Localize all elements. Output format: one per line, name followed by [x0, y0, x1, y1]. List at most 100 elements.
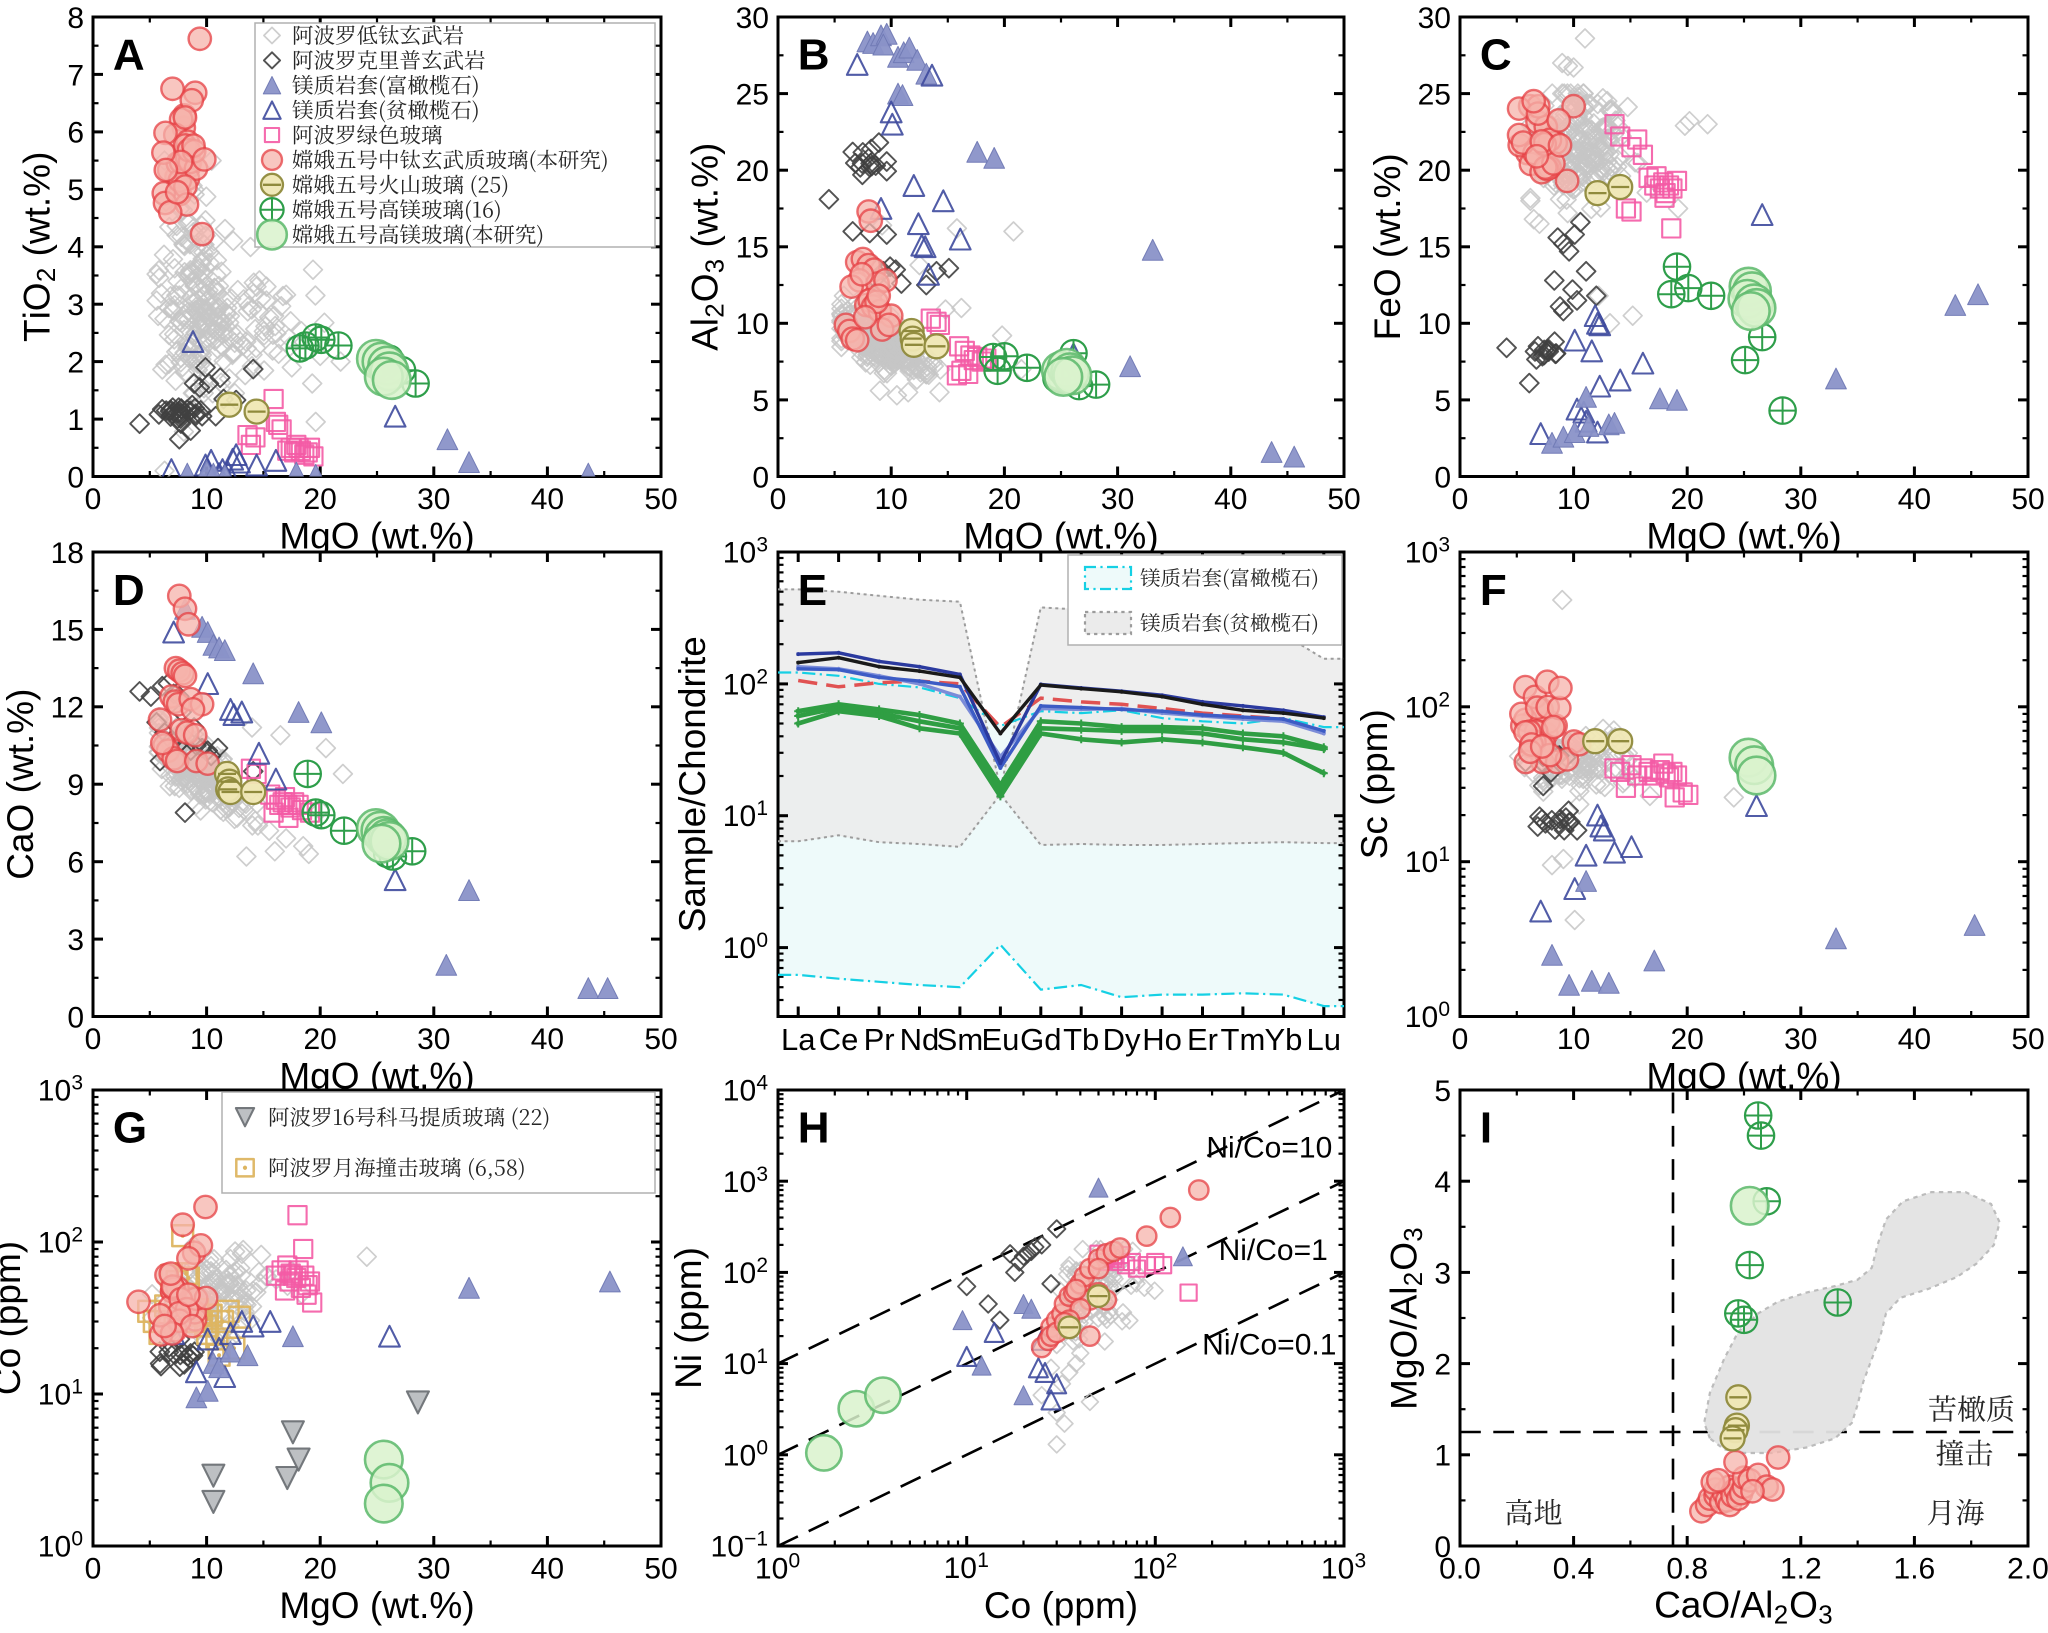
svg-text:MgO (wt.%): MgO (wt.%) — [279, 1585, 474, 1626]
svg-text:C a O / A l O 2 3: C a O / A l O 2 3 — [1654, 1585, 1833, 1628]
svg-text:1 0 1: 1 0 1 — [723, 1345, 768, 1381]
svg-text:1 0 0: 1 0 0 — [723, 1436, 768, 1472]
svg-text:18: 18 — [51, 537, 84, 570]
svg-text:4: 4 — [1434, 1166, 1451, 1199]
svg-text:0: 0 — [67, 1001, 84, 1034]
svg-text:20: 20 — [304, 1553, 337, 1586]
svg-text:10: 10 — [1557, 1023, 1590, 1056]
svg-text:Lu: Lu — [1307, 1022, 1341, 1057]
svg-text:2.0: 2.0 — [2007, 1553, 2048, 1586]
svg-text:30: 30 — [417, 1023, 450, 1056]
svg-text:20: 20 — [304, 483, 337, 516]
svg-text:20: 20 — [1418, 155, 1451, 188]
svg-text:MgO (wt.%): MgO (wt.%) — [1646, 515, 1841, 556]
svg-text:Eu: Eu — [981, 1022, 1019, 1057]
svg-text:5: 5 — [1434, 1075, 1451, 1108]
svg-text:C: C — [1480, 31, 1512, 80]
svg-text:6: 6 — [67, 117, 84, 150]
svg-text:40: 40 — [1898, 483, 1931, 516]
svg-text:Ni/Co=10: Ni/Co=10 — [1206, 1132, 1332, 1165]
svg-text:F: F — [1480, 566, 1507, 615]
svg-text:40: 40 — [1898, 1023, 1931, 1056]
svg-text:1 0 0: 1 0 0 — [38, 1528, 83, 1564]
svg-text:0: 0 — [770, 483, 787, 516]
svg-text:1 0 3: 1 0 3 — [1405, 534, 1450, 570]
svg-text:Ho: Ho — [1142, 1022, 1182, 1057]
svg-text:1 0 2: 1 0 2 — [723, 665, 768, 701]
svg-text:Pr: Pr — [864, 1022, 895, 1057]
svg-text:Co (ppm): Co (ppm) — [0, 1241, 28, 1395]
svg-text:D: D — [113, 566, 145, 615]
svg-text:5: 5 — [752, 385, 769, 418]
svg-text:30: 30 — [736, 2, 769, 35]
svg-text:1 0 1: 1 0 1 — [38, 1375, 83, 1411]
svg-text:20: 20 — [1671, 483, 1704, 516]
svg-text:1 0 4: 1 0 4 — [723, 1071, 769, 1107]
svg-text:30: 30 — [1784, 483, 1817, 516]
svg-text:0.8: 0.8 — [1666, 1553, 1708, 1586]
svg-text:1 0 0: 1 0 0 — [723, 929, 768, 965]
svg-text:Tb: Tb — [1063, 1022, 1099, 1057]
svg-text:0: 0 — [752, 461, 769, 494]
svg-text:1 0 1: 1 0 1 — [1405, 843, 1450, 879]
svg-text:E: E — [798, 566, 827, 615]
svg-text:0: 0 — [85, 1023, 102, 1056]
svg-text:1 0 2: 1 0 2 — [1405, 688, 1450, 724]
svg-text:1.2: 1.2 — [1780, 1553, 1822, 1586]
svg-text:Nd: Nd — [900, 1022, 940, 1057]
svg-text:50: 50 — [644, 1023, 677, 1056]
svg-text:50: 50 — [1327, 483, 1360, 516]
svg-text:Yb: Yb — [1264, 1022, 1302, 1057]
svg-text:20: 20 — [304, 1023, 337, 1056]
svg-text:30: 30 — [1784, 1023, 1817, 1056]
svg-text:0.4: 0.4 — [1553, 1553, 1595, 1586]
svg-text:1 0 0: 1 0 0 — [755, 1549, 800, 1585]
svg-text:Ni (ppm): Ni (ppm) — [668, 1247, 709, 1389]
svg-text:6: 6 — [67, 847, 84, 880]
svg-text:5: 5 — [1434, 385, 1451, 418]
svg-text:50: 50 — [644, 1553, 677, 1586]
svg-text:Sm: Sm — [937, 1022, 984, 1057]
svg-text:0: 0 — [1452, 483, 1469, 516]
svg-text:1 0 2: 1 0 2 — [1132, 1549, 1177, 1585]
svg-text:40: 40 — [531, 1023, 564, 1056]
svg-text:0: 0 — [1452, 1023, 1469, 1056]
svg-text:10: 10 — [1557, 483, 1590, 516]
svg-text:30: 30 — [1418, 2, 1451, 35]
svg-text:50: 50 — [2011, 483, 2044, 516]
svg-text:0: 0 — [1434, 461, 1451, 494]
svg-text:1 0 1: 1 0 1 — [944, 1549, 989, 1585]
svg-text:15: 15 — [1418, 232, 1451, 265]
svg-text:1 0 2: 1 0 2 — [38, 1224, 83, 1260]
svg-text:15: 15 — [51, 614, 84, 647]
svg-text:5: 5 — [67, 174, 84, 207]
svg-text:25: 25 — [1418, 79, 1451, 112]
svg-text:Er: Er — [1187, 1022, 1218, 1057]
svg-text:20: 20 — [1671, 1023, 1704, 1056]
svg-text:Dy: Dy — [1103, 1022, 1141, 1057]
svg-text:30: 30 — [1101, 483, 1134, 516]
svg-text:MgO (wt.%): MgO (wt.%) — [963, 515, 1158, 556]
svg-text:1 0 2: 1 0 2 — [723, 1254, 768, 1290]
svg-text:10: 10 — [190, 1553, 223, 1586]
svg-text:40: 40 — [531, 1553, 564, 1586]
svg-text:Tm: Tm — [1221, 1022, 1266, 1057]
svg-text:25: 25 — [736, 79, 769, 112]
svg-text:A l O ( w t . % ) 2 3: A l O ( w t . % ) 2 3 — [685, 138, 730, 351]
svg-text:20: 20 — [736, 155, 769, 188]
svg-text:T i O ( w t . % ) 2: T i O ( w t . % ) 2 — [16, 147, 61, 342]
svg-text:1 0 3: 1 0 3 — [1321, 1549, 1366, 1585]
svg-text:7: 7 — [67, 59, 84, 92]
svg-text:30: 30 — [417, 1553, 450, 1586]
svg-text:0.0: 0.0 — [1439, 1553, 1481, 1586]
svg-text:10: 10 — [875, 483, 908, 516]
svg-text:FeO (wt.%): FeO (wt.%) — [1367, 153, 1408, 340]
svg-text:10: 10 — [190, 1023, 223, 1056]
svg-text:12: 12 — [51, 692, 84, 725]
svg-text:8: 8 — [67, 2, 84, 35]
svg-text:3: 3 — [1434, 1257, 1451, 1290]
svg-text:1: 1 — [1434, 1440, 1451, 1473]
svg-text:H: H — [798, 1103, 830, 1152]
svg-text:Ni/Co=1: Ni/Co=1 — [1219, 1234, 1328, 1267]
svg-text:CaO (wt.%): CaO (wt.%) — [0, 689, 41, 880]
